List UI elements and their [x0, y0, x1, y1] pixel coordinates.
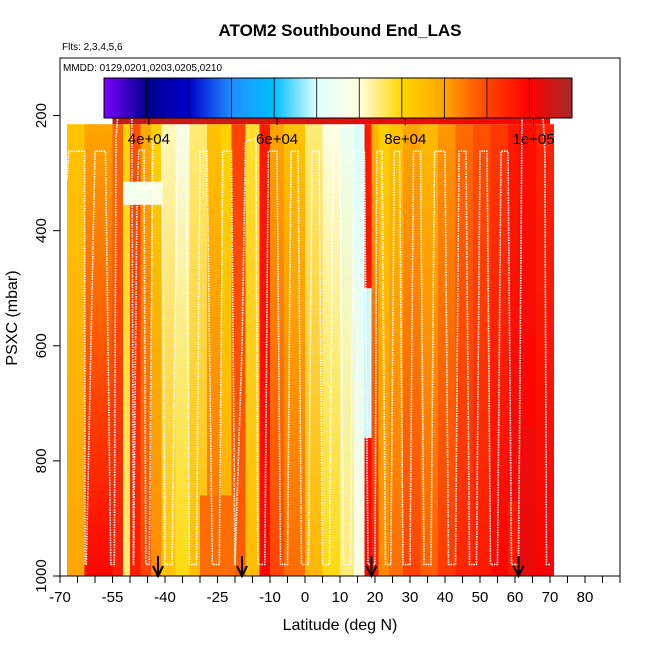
x-tick-label: -55	[102, 589, 124, 606]
x-tick-label: 60	[507, 589, 524, 606]
y-axis: 200 400 600 800 1000	[33, 103, 60, 593]
colorbar-tick-label: 1e+05	[512, 131, 554, 148]
heatmap-overlay-block	[525, 334, 536, 427]
colorbar-gradient	[103, 77, 573, 119]
y-tick-label: 800	[33, 448, 50, 473]
heatmap-overlay-block	[200, 495, 235, 576]
x-tick-label: 50	[472, 589, 489, 606]
heatmap-column	[455, 124, 474, 576]
y-tick-label: 1000	[33, 559, 50, 592]
flight-track-line	[66, 114, 550, 566]
heatmap-overlay-block	[364, 288, 372, 438]
heatmap-overlay-block	[508, 501, 519, 576]
flights-label: Flts: 2,3,4,5,6	[62, 42, 123, 53]
x-tick-label: -10	[259, 589, 281, 606]
heatmap-column	[354, 124, 365, 576]
heatmap-column	[378, 124, 390, 576]
x-tick-label: -40	[154, 589, 176, 606]
heatmap-column	[175, 124, 190, 576]
colorbar-tick-label: 8e+04	[384, 131, 426, 148]
heatmap-column	[259, 124, 271, 576]
heatmap-column	[403, 124, 421, 576]
heatmap-column	[140, 124, 152, 576]
x-tick-label: -70	[49, 589, 71, 606]
x-tick-label: 70	[542, 589, 559, 606]
x-tick-label: 20	[367, 589, 384, 606]
colorbar-tick-label: 6e+04	[256, 131, 298, 148]
y-tick-label: 200	[33, 103, 50, 128]
x-axis-label: Latitude (deg N)	[283, 617, 398, 634]
heatmap-column	[231, 124, 246, 576]
y-tick-label: 600	[33, 333, 50, 358]
x-axis: -70 -55 -40 -25 -10 0 10 20 30 40 50 60 70 80	[49, 576, 621, 606]
y-tick-label: 400	[33, 218, 50, 243]
heatmap-column	[270, 124, 285, 576]
flight-track	[66, 114, 550, 566]
x-tick-label: 30	[402, 589, 419, 606]
colorbar-tick-label: 4e+04	[128, 131, 170, 148]
heatmap-column	[130, 124, 141, 576]
chart-title: ATOM2 Southbound End_LAS	[218, 21, 461, 40]
heatmap-column	[189, 124, 208, 576]
heatmap-column	[67, 124, 85, 576]
heatmap-column	[161, 124, 176, 576]
heatmap-overlay-block	[123, 181, 162, 205]
heatmap-column	[221, 124, 232, 576]
colorbar: 4e+04 6e+04 8e+04 1e+05	[103, 77, 573, 148]
heatmap-column	[508, 124, 519, 576]
y-axis-label: PSXC (mbar)	[4, 270, 21, 365]
heatmap-column	[151, 124, 162, 576]
heatmap-column	[340, 124, 355, 576]
heatmap-column	[112, 124, 124, 576]
x-tick-label: 0	[301, 589, 309, 606]
x-tick-label: 40	[437, 589, 454, 606]
dates-label: MMDD: 0129,0201,0203,0205,0210	[63, 63, 222, 74]
x-tick-label: -25	[207, 589, 229, 606]
heatmap-column	[473, 124, 491, 576]
x-tick-label: 80	[577, 589, 594, 606]
heatmap-column	[123, 124, 131, 576]
x-tick-label: 10	[332, 589, 349, 606]
heatmap-column	[284, 124, 306, 576]
heatmap-column	[245, 124, 260, 576]
